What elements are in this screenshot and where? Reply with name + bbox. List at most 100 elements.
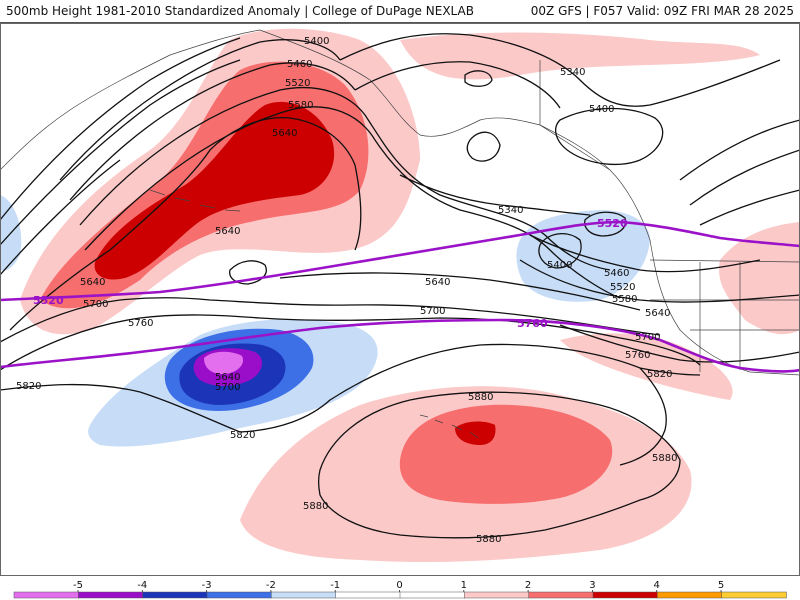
label-5460-east: 5460 [604, 268, 629, 279]
legend-swatch [78, 591, 144, 599]
label-5520-east: 5520 [610, 282, 635, 293]
label-5580-top: 5580 [288, 100, 313, 111]
contour-5340-hudson [466, 131, 501, 162]
legend-swatch [13, 591, 80, 599]
reference-labels: 5520 5520 5760 [33, 217, 628, 330]
contour-5460-east [529, 234, 761, 273]
positive-anomaly-3sigma [94, 101, 335, 280]
label-5700-left: 5700 [83, 299, 108, 310]
label-5880-right: 5880 [652, 453, 677, 464]
contour-5580-east [519, 259, 800, 303]
pacific-northwest-coast [539, 124, 800, 376]
color-scale-legend: -5 -4 -3 -2 -1 0 1 2 3 4 5 [0, 576, 800, 600]
highlight-5520 [0, 220, 800, 302]
aleutian-islands [149, 189, 241, 212]
label-5400-east: 5400 [589, 104, 614, 115]
label-5880-bottom: 5880 [476, 534, 501, 545]
positive-anomaly-subtropical-2sigma [399, 404, 613, 504]
contour-top-right-arc-2 [354, 61, 561, 109]
label-5580-east: 5580 [612, 294, 637, 305]
label-5700-east: 5700 [635, 332, 660, 343]
contour-top-left-1 [0, 37, 241, 221]
label-5820-left: 5820 [16, 381, 41, 392]
label-5520-top: 5520 [285, 78, 310, 89]
label-5340-north: 5340 [560, 67, 585, 78]
label-5640-east: 5640 [645, 308, 670, 319]
contour-5880 [317, 391, 681, 539]
label-5880-top: 5880 [468, 392, 493, 403]
label-5400-top: 5400 [304, 36, 329, 47]
contour-5400 [59, 39, 341, 181]
label-highlight-5520-left: 5520 [33, 294, 64, 307]
contour-labels: 5400 5460 5520 5580 5640 5640 5640 5640 … [16, 36, 677, 545]
label-5700-low: 5700 [215, 382, 240, 393]
state-borders [649, 259, 800, 372]
legend-tick-label: -1 [330, 580, 340, 591]
contour-5340-closed [464, 70, 493, 87]
contour-5640 [9, 116, 362, 331]
contour-5820-loop [619, 367, 667, 466]
legend-swatch [528, 591, 594, 599]
label-5880-left: 5880 [303, 501, 328, 512]
legend-swatch [206, 591, 273, 599]
contour-5400-low [538, 233, 582, 269]
alaska-coast [259, 29, 541, 137]
contour-right-edge [679, 119, 800, 181]
label-highlight-5520-right: 5520 [597, 217, 628, 230]
contour-top-left-2 [0, 59, 241, 246]
legend-swatch [592, 591, 659, 599]
label-5340-gulf: 5340 [498, 205, 523, 216]
highlight-5760 [0, 318, 800, 373]
legend-tick-label: -3 [202, 580, 212, 591]
map-header: 500mb Height 1981-2010 Standardized Anom… [0, 0, 800, 23]
positive-anomaly-east-1sigma [719, 222, 800, 335]
legend-tick-label: 2 [525, 580, 531, 591]
coastlines [0, 29, 800, 439]
legend-swatch [271, 591, 337, 599]
contour-5760-east [559, 324, 800, 363]
contour-top-right-arc [339, 33, 781, 107]
positive-anomaly-north-1sigma [400, 32, 760, 80]
label-5640-ridge: 5640 [272, 128, 297, 139]
legend-tick-label: -5 [73, 580, 83, 591]
label-5640-left: 5640 [80, 277, 105, 288]
legend-tick-label: -4 [137, 580, 147, 591]
contour-5820 [0, 343, 701, 433]
contour-5760 [0, 314, 701, 371]
legend-swatch [464, 591, 530, 599]
model-run-info: 00Z GFS | F057 Valid: 09Z FRI MAR 28 202… [530, 4, 794, 18]
legend-colorbar [13, 591, 787, 599]
contour-5640-east [279, 272, 641, 311]
legend-tick-label: -2 [266, 580, 276, 591]
positive-anomaly-coast-1sigma [560, 333, 733, 400]
label-5760-left: 5760 [128, 318, 153, 329]
label-5640-low: 5640 [215, 372, 240, 383]
contour-5460 [69, 62, 356, 201]
positive-anomaly-subtropical-3sigma [455, 421, 496, 445]
legend-swatch [721, 591, 787, 599]
contour-5700 [0, 297, 661, 343]
contour-right-edge-3 [699, 189, 800, 226]
legend-tick-label: 1 [461, 580, 467, 591]
contour-5520 [79, 86, 611, 271]
negative-anomaly-cutoff-5sigma [204, 351, 244, 375]
reference-contours [0, 220, 800, 373]
label-5760-east: 5760 [625, 350, 650, 361]
legend-swatch [399, 591, 466, 599]
legend-swatch [335, 591, 401, 599]
height-contours [0, 33, 800, 539]
label-5820-low: 5820 [230, 430, 255, 441]
contour-right-edge-2 [689, 149, 800, 206]
label-highlight-5760: 5760 [517, 317, 548, 330]
legend-swatch [657, 591, 723, 599]
label-5700-center: 5700 [420, 306, 445, 317]
siberia-coast [0, 29, 261, 171]
label-5400-low: 5400 [547, 260, 572, 271]
legend-swatch [142, 591, 208, 599]
legend-tick-label: 3 [589, 580, 595, 591]
contour-top-left-3 [0, 159, 121, 276]
hawaii-islands [419, 414, 479, 439]
label-5460-top: 5460 [287, 59, 312, 70]
label-5640-mid: 5640 [215, 226, 240, 237]
